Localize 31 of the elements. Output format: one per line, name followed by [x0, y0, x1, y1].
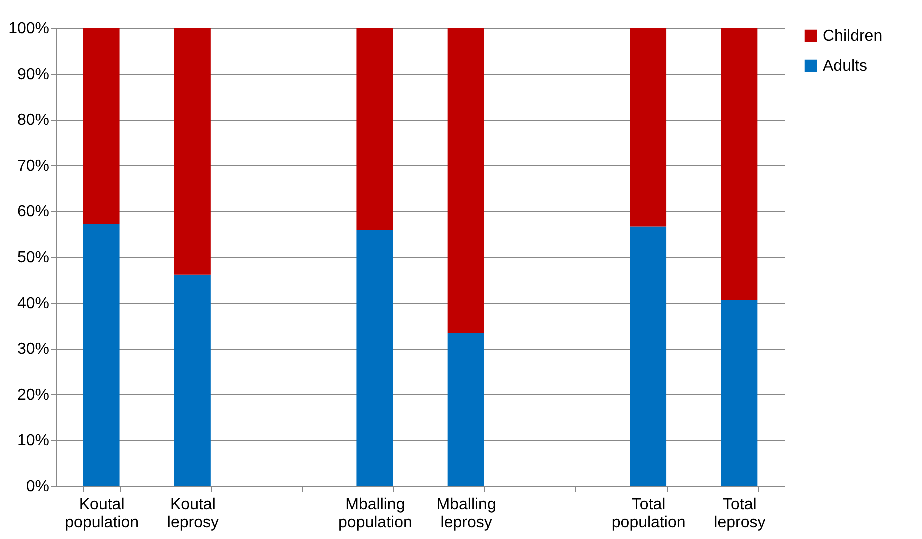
bar — [448, 333, 484, 486]
y-tick-label: 0% — [26, 478, 50, 496]
x-tick-label: Total leprosy — [714, 496, 766, 532]
bar — [721, 300, 758, 486]
bar — [448, 28, 484, 334]
y-tick-label: 80% — [17, 112, 50, 130]
x-tick-label: Koutal leprosy — [167, 496, 219, 532]
y-tick-label: 70% — [17, 158, 50, 175]
y-tick-label: 10% — [17, 432, 50, 450]
bar — [83, 28, 120, 224]
bar — [356, 230, 394, 486]
bar — [630, 226, 667, 486]
bar — [174, 274, 211, 486]
y-tick-label: 40% — [17, 295, 50, 312]
y-tick-label: 20% — [17, 386, 50, 404]
y-tick-label: 60% — [17, 204, 50, 221]
x-tick-label: Total population — [612, 496, 686, 532]
bar — [630, 28, 667, 227]
x-tick-label: Koutal population — [65, 496, 139, 532]
x-tick-label: Mballing population — [338, 496, 412, 532]
y-tick-label: 30% — [17, 341, 50, 358]
bar — [721, 28, 758, 300]
y-tick-label: 100% — [8, 20, 50, 38]
bar — [83, 224, 120, 486]
legend-label: Adults — [823, 58, 868, 75]
bar — [174, 28, 211, 275]
bar — [356, 28, 394, 230]
legend-label: Children — [823, 28, 883, 45]
y-tick-label: 90% — [17, 66, 50, 84]
y-tick-label: 50% — [17, 250, 50, 266]
x-tick-label: Mballing leprosy — [436, 496, 496, 532]
